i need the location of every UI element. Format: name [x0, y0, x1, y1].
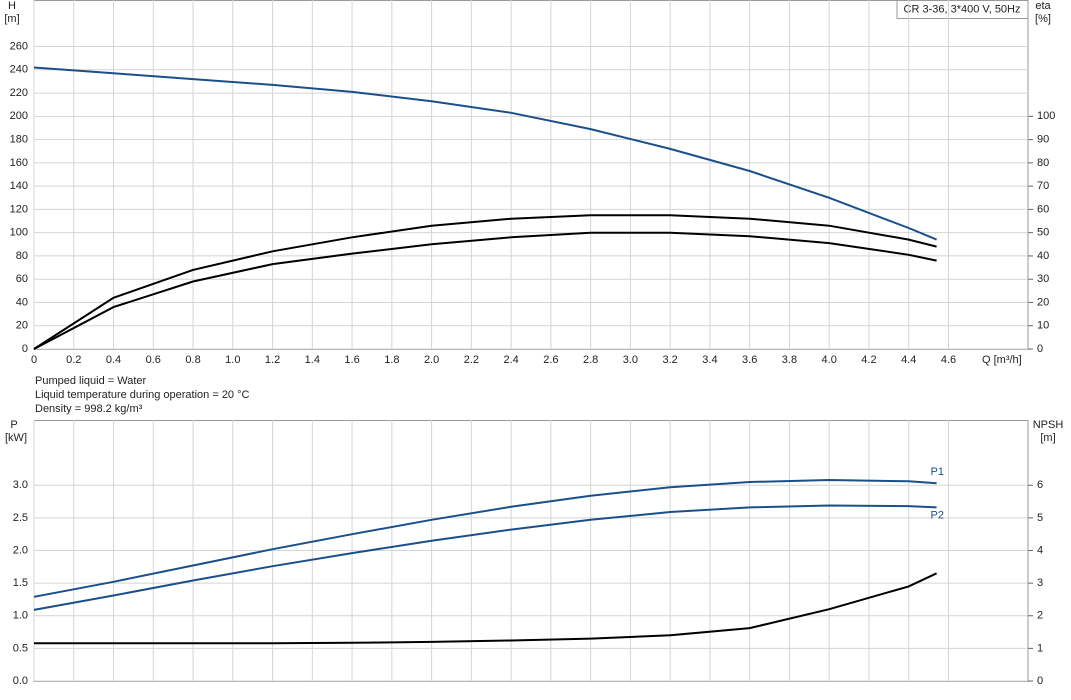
x-tick-label: 4.2	[861, 354, 876, 366]
y-unit: [kW]	[5, 432, 27, 444]
x-tick-label: 2.8	[583, 354, 598, 366]
y2-label: eta	[1035, 0, 1051, 12]
y-tick-label: 140	[10, 180, 28, 192]
x-tick-label: 1.8	[384, 354, 399, 366]
y2-unit: [m]	[1040, 432, 1055, 444]
y-tick-label: 2.5	[13, 512, 28, 524]
x-tick-label: 3.2	[663, 354, 678, 366]
y2-tick-label: 60	[1037, 203, 1049, 215]
y-tick-label: 3.0	[13, 479, 28, 491]
y-tick-label: 200	[10, 110, 28, 122]
x-tick-label: 0.4	[106, 354, 121, 366]
x-tick-label: 3.0	[623, 354, 638, 366]
y-tick-label: 60	[16, 273, 28, 285]
series-line	[33, 214, 937, 350]
series-line	[33, 478, 937, 598]
y-tick-label: 2.0	[13, 544, 28, 556]
x-tick-label: 2.0	[424, 354, 439, 366]
y2-tick-label: 90	[1037, 134, 1049, 146]
x-tick-label: 3.8	[782, 354, 797, 366]
x-tick-label: 1.2	[265, 354, 280, 366]
x-tick-label: 4.6	[941, 354, 956, 366]
y-unit: [m]	[4, 13, 19, 25]
y-tick-label: 40	[16, 296, 28, 308]
x-tick-label: 0.8	[185, 354, 200, 366]
y-tick-label: 0	[22, 343, 28, 355]
series-line	[33, 231, 937, 350]
note: Liquid temperature during operation = 20…	[35, 389, 250, 401]
x-tick-label: 0	[31, 354, 37, 366]
x-tick-label: 1.4	[305, 354, 320, 366]
x-tick-label: 2.6	[543, 354, 558, 366]
x-tick-label: 0.2	[66, 354, 81, 366]
y-tick-label: 180	[10, 134, 28, 146]
y-tick-label: 0.0	[13, 675, 28, 687]
y2-tick-label: 2	[1037, 610, 1043, 622]
plot-frame	[33, 0, 1029, 350]
x-tick-label: 2.4	[503, 354, 518, 366]
series-line	[34, 572, 938, 645]
y2-tick-label: 70	[1037, 180, 1049, 192]
x-label: Q [m³/h]	[982, 354, 1022, 366]
series-label: P1	[931, 466, 944, 478]
y2-tick-label: 50	[1037, 227, 1049, 239]
note: Density = 998.2 kg/m³	[35, 403, 143, 415]
y2-tick-label: 3	[1037, 577, 1043, 589]
y2-tick-label: 5	[1037, 512, 1043, 524]
series-line	[33, 66, 937, 241]
y-tick-label: 100	[10, 227, 28, 239]
y-label: P	[10, 419, 17, 431]
y-tick-label: 120	[10, 203, 28, 215]
y-tick-label: 220	[10, 87, 28, 99]
y-tick-label: 80	[16, 250, 28, 262]
y2-tick-label: 10	[1037, 320, 1049, 332]
y2-tick-label: 0	[1037, 675, 1043, 687]
y2-tick-label: 80	[1037, 157, 1049, 169]
y-label: H	[8, 0, 16, 12]
x-tick-label: 4.4	[901, 354, 916, 366]
y-tick-label: 240	[10, 64, 28, 76]
y-tick-label: 20	[16, 320, 28, 332]
y2-tick-label: 0	[1037, 343, 1043, 355]
y-tick-label: 1.5	[13, 577, 28, 589]
y2-label: NPSH	[1033, 419, 1064, 431]
x-tick-label: 1.6	[344, 354, 359, 366]
note: Pumped liquid = Water	[35, 375, 147, 387]
y2-tick-label: 6	[1037, 479, 1043, 491]
y-tick-label: 160	[10, 157, 28, 169]
y2-tick-label: 30	[1037, 273, 1049, 285]
y2-tick-label: 1	[1037, 642, 1043, 654]
series-label: P2	[931, 509, 944, 521]
y2-tick-label: 20	[1037, 296, 1049, 308]
y2-tick-label: 100	[1037, 110, 1055, 122]
y2-tick-label: 4	[1037, 544, 1043, 556]
x-tick-label: 3.4	[702, 354, 717, 366]
x-tick-label: 4.0	[822, 354, 837, 366]
y2-tick-label: 40	[1037, 250, 1049, 262]
y-tick-label: 1.0	[13, 610, 28, 622]
x-tick-label: 2.2	[464, 354, 479, 366]
y-tick-label: 260	[10, 40, 28, 52]
chart-title: CR 3-36, 3*400 V, 50Hz	[904, 3, 1021, 15]
series-line	[33, 504, 937, 611]
y2-unit: [%]	[1035, 13, 1051, 25]
x-tick-label: 3.6	[742, 354, 757, 366]
x-tick-label: 0.6	[146, 354, 161, 366]
x-tick-label: 1.0	[225, 354, 240, 366]
y-tick-label: 0.5	[13, 642, 28, 654]
